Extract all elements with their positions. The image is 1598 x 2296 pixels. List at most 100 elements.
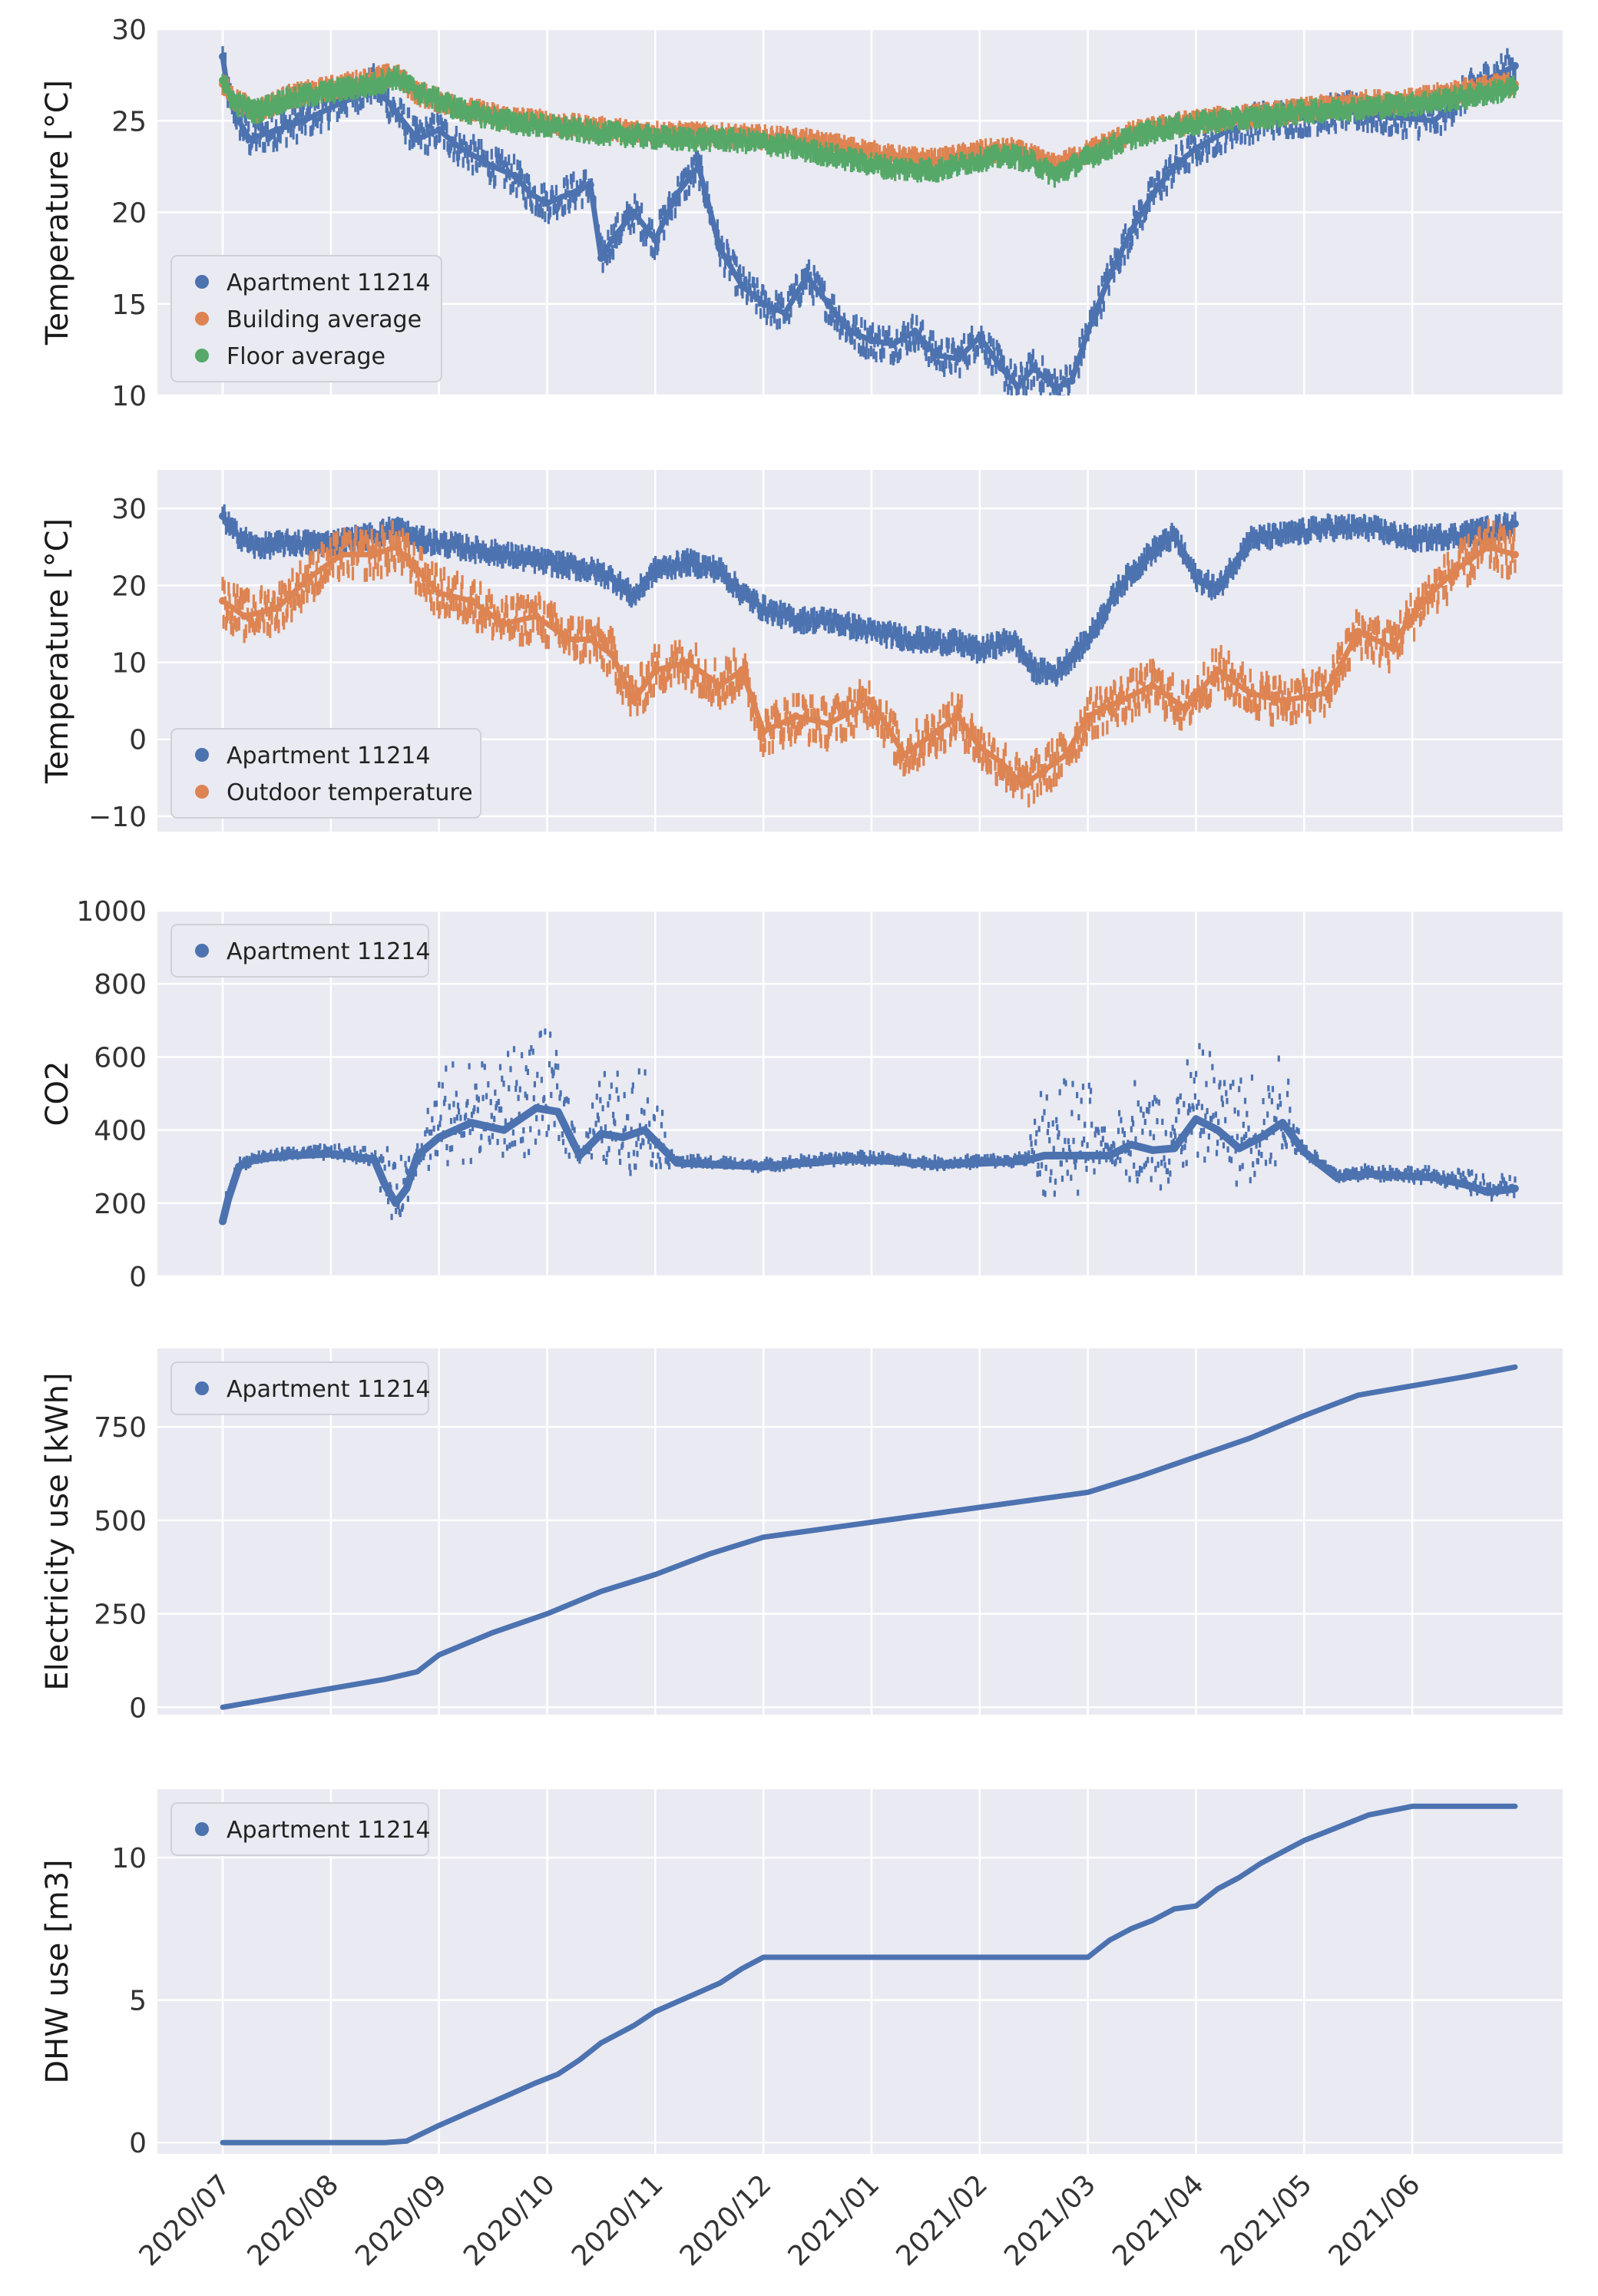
x-tick-label: 2020/07 bbox=[134, 2169, 237, 2272]
data-point bbox=[435, 1133, 443, 1142]
y-tick-label: 10 bbox=[111, 381, 147, 412]
legend: Apartment 11214 Outdoor temperature bbox=[170, 728, 481, 819]
y-tick-label: 1000 bbox=[76, 896, 147, 928]
data-point bbox=[1051, 670, 1060, 678]
panel-1: 10 15 20 25 30 Temperature [°C] Apartment 1121… bbox=[40, 15, 1563, 412]
series-apartment-11214 bbox=[219, 1028, 1519, 1226]
data-point bbox=[586, 566, 594, 574]
x-tick-label: 2021/05 bbox=[1215, 2169, 1318, 2272]
data-point bbox=[413, 1151, 422, 1160]
y-tick-label: 0 bbox=[129, 1262, 147, 1293]
data-point bbox=[1213, 117, 1222, 125]
data-point bbox=[845, 155, 854, 164]
data-point bbox=[370, 1155, 379, 1163]
y-tick-label: 750 bbox=[94, 1412, 147, 1444]
legend-marker bbox=[195, 275, 209, 289]
data-point bbox=[370, 551, 379, 559]
data-point bbox=[1365, 1170, 1373, 1178]
data-point bbox=[998, 758, 1005, 766]
data-point bbox=[1408, 535, 1417, 544]
panel-3: 0 200 400 600 800 1000 CO2 Apartment 11214 bbox=[40, 896, 1563, 1293]
legend-label: Apartment 11214 bbox=[227, 270, 430, 296]
data-point bbox=[932, 351, 941, 359]
data-point bbox=[716, 681, 724, 690]
y-tick-label: 20 bbox=[111, 571, 147, 602]
data-point bbox=[456, 144, 465, 153]
y-tick-label: 400 bbox=[94, 1116, 147, 1147]
data-point bbox=[532, 1104, 541, 1113]
data-point bbox=[716, 245, 724, 253]
data-point bbox=[1235, 1144, 1243, 1153]
data-point bbox=[759, 727, 768, 736]
data-point bbox=[1451, 566, 1460, 574]
data-point bbox=[381, 1181, 389, 1189]
data-point bbox=[1354, 104, 1362, 112]
data-point bbox=[1430, 1173, 1438, 1182]
data-point bbox=[597, 254, 605, 263]
data-point bbox=[932, 166, 941, 174]
data-point bbox=[251, 1155, 260, 1163]
data-point bbox=[251, 108, 260, 116]
y-tick-label: 15 bbox=[111, 289, 147, 321]
data-point bbox=[683, 658, 692, 667]
data-point bbox=[1041, 1151, 1049, 1160]
data-point bbox=[467, 1119, 475, 1127]
data-point bbox=[1300, 1148, 1309, 1156]
data-point bbox=[1105, 272, 1113, 280]
data-point bbox=[792, 616, 800, 624]
series-trend bbox=[220, 74, 1516, 179]
data-point bbox=[998, 364, 1005, 372]
x-tick-label: 2021/01 bbox=[782, 2169, 886, 2272]
data-point bbox=[975, 647, 984, 655]
data-point bbox=[1116, 581, 1124, 590]
legend-frame bbox=[170, 728, 481, 819]
data-point bbox=[1170, 531, 1179, 540]
data-point bbox=[1041, 766, 1049, 774]
data-point bbox=[326, 88, 335, 96]
y-tick-label: 5 bbox=[129, 1986, 147, 2017]
data-point bbox=[1192, 1115, 1200, 1123]
data-point bbox=[219, 597, 227, 605]
data-point bbox=[1332, 1173, 1341, 1182]
legend-marker bbox=[195, 312, 209, 326]
data-point bbox=[792, 712, 800, 720]
data-point bbox=[500, 1126, 508, 1134]
data-point bbox=[954, 712, 962, 720]
data-point bbox=[413, 535, 422, 544]
series-outdoor-temperature bbox=[219, 518, 1519, 808]
data-point bbox=[975, 1159, 984, 1167]
x-tick-label: 2020/11 bbox=[566, 2169, 670, 2272]
data-point bbox=[1127, 1140, 1135, 1149]
data-point bbox=[651, 236, 660, 244]
data-point bbox=[1279, 531, 1287, 540]
data-point bbox=[845, 1155, 854, 1163]
data-point bbox=[489, 162, 498, 170]
data-point bbox=[1510, 520, 1519, 528]
x-tick-label: 2021/02 bbox=[890, 2169, 994, 2272]
data-point bbox=[1067, 376, 1076, 385]
series-points bbox=[221, 518, 1517, 808]
data-point bbox=[630, 131, 638, 140]
data-point bbox=[1084, 327, 1092, 336]
data-point bbox=[575, 1151, 584, 1160]
data-point bbox=[1014, 382, 1022, 391]
data-point bbox=[1170, 1144, 1179, 1153]
data-point bbox=[868, 696, 875, 705]
legend-label: Apartment 11214 bbox=[227, 1817, 430, 1844]
data-point bbox=[1051, 171, 1060, 180]
legend-marker bbox=[195, 748, 209, 762]
series-line bbox=[220, 1364, 1518, 1710]
data-point bbox=[889, 1157, 898, 1166]
x-tick-label: 2021/04 bbox=[1107, 2169, 1210, 2272]
data-point bbox=[370, 80, 379, 88]
data-point bbox=[586, 127, 594, 136]
data-point bbox=[1510, 84, 1519, 92]
data-point bbox=[230, 528, 238, 536]
data-point bbox=[975, 155, 984, 164]
data-point bbox=[1062, 750, 1070, 759]
data-point bbox=[824, 616, 832, 624]
data-point bbox=[230, 98, 238, 107]
panel-4: 0 250 500 750 Electricity use [kWh] Apartment… bbox=[40, 1348, 1563, 1724]
x-tick-label: 2020/09 bbox=[349, 2169, 453, 2272]
data-point bbox=[683, 558, 692, 567]
